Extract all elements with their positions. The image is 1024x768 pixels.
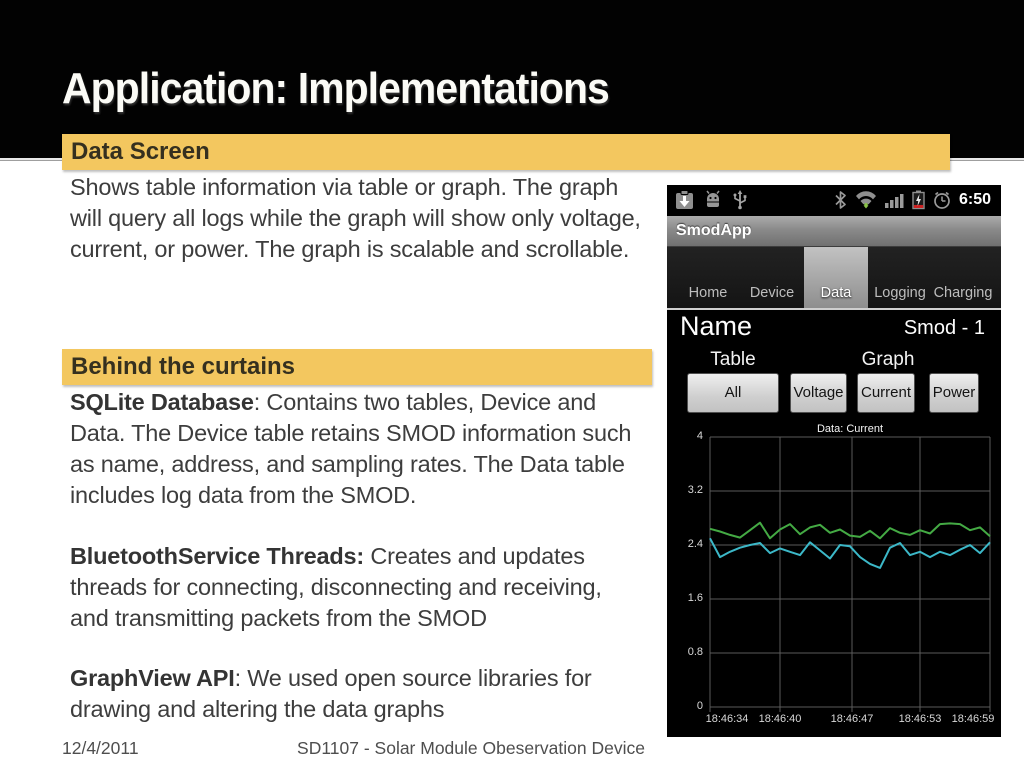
- paragraph-text: Shows table information via table or gra…: [70, 174, 641, 262]
- slide-title: Application: Implementations: [62, 64, 610, 113]
- x-tick: 18:46:40: [758, 713, 802, 725]
- bluetooth-icon: [835, 191, 846, 209]
- android-debug-icon: [706, 190, 720, 207]
- usb-icon: [733, 190, 747, 210]
- paragraph-lead: BluetoothService Threads:: [70, 543, 365, 569]
- app-title-bar: SmodApp: [667, 216, 1001, 247]
- download-icon: [676, 190, 693, 209]
- y-tick: 0: [696, 700, 703, 712]
- chart-line-cyan: [709, 537, 991, 569]
- y-tick: 4: [696, 430, 703, 442]
- line-chart[interactable]: [667, 430, 1001, 737]
- x-tick: 18:46:47: [830, 713, 874, 725]
- x-tick: 18:46:34: [705, 713, 749, 725]
- wifi-icon: [855, 191, 876, 209]
- y-tick: 3.2: [687, 484, 703, 496]
- phone-screenshot: 6:50 SmodApp Home Device Data Logging Ch…: [667, 185, 1001, 737]
- x-tick: 18:46:59: [951, 713, 995, 725]
- chart-title: Data: Current: [816, 423, 884, 435]
- battery-charging-icon: [912, 190, 925, 210]
- y-tick: 2.4: [687, 538, 703, 550]
- paragraph-data-screen: Shows table information via table or gra…: [70, 172, 670, 265]
- section-heading: Data Screen: [71, 138, 210, 165]
- section-bar-data-screen: Data Screen: [62, 134, 950, 170]
- footer-title: SD1107 - Solar Module Obeservation Devic…: [297, 738, 645, 758]
- signal-icon: [884, 194, 904, 208]
- tab-device[interactable]: Device: [749, 285, 795, 301]
- device-id: Smod - 1: [903, 317, 985, 339]
- name-label: Name: [680, 311, 753, 341]
- footer-date: 12/4/2011: [62, 738, 139, 758]
- paragraph-sqlite: SQLite Database: Contains two tables, De…: [70, 387, 670, 511]
- paragraph-text: Creates and updates threads for connecti…: [70, 543, 602, 631]
- y-tick: 1.6: [687, 592, 703, 604]
- paragraph-lead: SQLite Database: [70, 389, 254, 415]
- current-button[interactable]: Current: [857, 373, 915, 413]
- status-clock: 6:50: [958, 191, 991, 208]
- section-bar-behind-curtains: Behind the curtains: [62, 349, 652, 385]
- tab-logging[interactable]: Logging: [874, 285, 926, 301]
- tab-home[interactable]: Home: [688, 285, 728, 301]
- y-tick: 0.8: [687, 646, 703, 658]
- tab-charging[interactable]: Charging: [933, 285, 993, 301]
- status-bar: 6:50: [667, 185, 1001, 216]
- paragraph-text: : We used open source libraries for draw…: [70, 665, 592, 722]
- paragraph-graphview: GraphView API: We used open source libra…: [70, 663, 670, 725]
- tab-underline: [667, 308, 1001, 310]
- paragraph-bluetooth: BluetoothService Threads: Creates and up…: [70, 541, 670, 634]
- graph-label: Graph: [861, 349, 915, 370]
- tab-data[interactable]: Data: [820, 285, 852, 301]
- slide-header-band: [0, 0, 1024, 158]
- section-heading: Behind the curtains: [71, 353, 296, 380]
- voltage-button[interactable]: Voltage: [790, 373, 847, 413]
- paragraph-text: : Contains two tables, Device and Data. …: [70, 389, 632, 508]
- paragraph-lead: GraphView API: [70, 665, 235, 691]
- table-label: Table: [710, 349, 756, 370]
- all-button[interactable]: All: [687, 373, 779, 413]
- x-tick: 18:46:53: [898, 713, 942, 725]
- app-title: SmodApp: [676, 222, 752, 239]
- chart-line-green: [709, 521, 991, 540]
- alarm-clock-icon: [934, 191, 950, 209]
- tab-selected-background: [804, 247, 868, 308]
- tab-strip: Home Device Data Logging Charging: [667, 247, 1001, 308]
- power-button[interactable]: Power: [929, 373, 979, 413]
